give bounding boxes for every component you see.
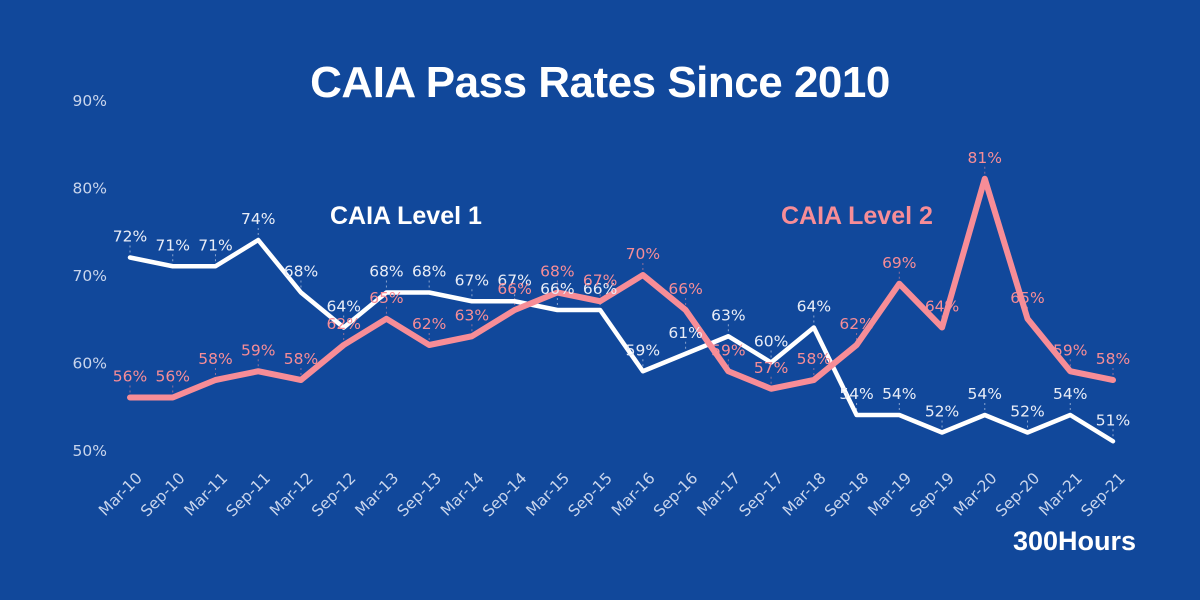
data-point-label: 71% [198,236,232,254]
data-point-label: 59% [1053,341,1087,359]
x-axis-tick-label: Mar-14 [437,469,488,520]
data-point-label: 54% [839,385,873,403]
y-axis-tick-label: 80% [73,180,107,198]
data-point-label: 68% [284,263,318,281]
leader-lines-level2 [129,165,1114,393]
data-point-label: 56% [156,368,190,386]
x-axis-tick-label: Mar-15 [523,469,574,520]
x-axis-tick-label: Mar-21 [1035,469,1086,520]
x-axis-tick-label: Mar-16 [608,469,659,520]
chart-title: CAIA Pass Rates Since 2010 [310,58,890,107]
data-point-label: 56% [113,368,147,386]
series-line-level2 [127,175,1116,401]
data-point-label: 67% [583,271,617,289]
y-axis-tick-label: 90% [73,92,107,110]
series-label-caia-level-1: CAIA Level 1 [330,202,482,230]
x-axis-tick-label: Mar-12 [266,469,317,520]
x-axis-tick-label: Mar-10 [95,469,146,520]
data-labels-level1: 72% 71% 71%74%68%64%68% 68% 67% 67% 66% 66%59%6… [113,210,1130,429]
data-point-label: 71% [156,236,190,254]
x-axis-tick-label: Sep-15 [565,469,616,520]
data-point-label: 58% [1096,350,1130,368]
x-axis-tick-label: Sep-11 [223,469,274,520]
data-point-label: 54% [968,385,1002,403]
x-axis-tick-label: Sep-16 [650,469,701,520]
y-axis-tick-label: 50% [73,442,107,460]
x-axis-tick-label: Mar-18 [779,469,830,520]
data-point-label: 63% [455,306,489,324]
data-point-label: 62% [412,315,446,333]
x-axis-tick-label: Sep-17 [736,469,787,520]
data-labels-level2: 56% 56%58% 59% 58%62%65%62% 63%66%68% 67%70%6… [113,149,1130,386]
data-point-label: 62% [839,315,873,333]
data-point-label: 66% [668,280,702,298]
data-point-label: 58% [198,350,232,368]
series-label-caia-level-2: CAIA Level 2 [781,202,933,230]
x-axis-tick-label: Sep-13 [394,469,445,520]
data-point-label: 68% [369,263,403,281]
data-point-label: 65% [1010,289,1044,307]
data-point-label: 60% [754,333,788,351]
data-point-label: 58% [284,350,318,368]
data-point-label: 52% [925,403,959,421]
y-axis-tick-label: 60% [73,355,107,373]
data-point-label: 51% [1096,411,1130,429]
data-point-label: 64% [925,298,959,316]
data-point-label: 67% [497,271,531,289]
data-point-label: 64% [797,298,831,316]
data-point-label: 70% [626,245,660,263]
data-point-label: 54% [1053,385,1087,403]
y-axis-tick-label: 70% [73,267,107,285]
data-point-label: 68% [412,263,446,281]
x-axis-tick-label: Sep-18 [821,469,872,520]
data-point-label: 54% [882,385,916,403]
x-axis-tick-label: Sep-14 [479,469,530,520]
data-point-label: 72% [113,228,147,246]
data-point-label: 63% [711,306,745,324]
data-point-label: 81% [968,149,1002,167]
data-point-label: 66% [540,280,574,298]
data-point-label: 59% [626,341,660,359]
data-point-label: 74% [241,210,275,228]
data-point-label: 66% [497,280,531,298]
data-point-label: 59% [241,341,275,359]
x-axis-tick-label: Sep-19 [907,469,958,520]
x-axis-tick-label: Mar-20 [950,469,1001,520]
data-point-label: 57% [754,359,788,377]
data-point-label: 52% [1010,403,1044,421]
watermark-300hours: 300Hours [1012,526,1136,556]
data-point-label: 69% [882,254,916,272]
data-point-label: 64% [326,298,360,316]
data-point-label: 66% [583,280,617,298]
data-point-label: 68% [540,263,574,281]
x-axis-tick-label: Sep-10 [137,469,188,520]
data-point-label: 62% [326,315,360,333]
data-point-label: 58% [797,350,831,368]
x-axis-tick-label: Mar-19 [865,469,916,520]
data-point-label: 61% [668,324,702,342]
leader-lines-level1 [129,227,1114,437]
data-point-label: 67% [455,271,489,289]
x-axis-tick-label: Sep-12 [308,469,359,520]
series-line-level1 [127,237,1116,444]
y-axis-ticks: 90% 80% 70% 60% 50% [73,92,107,460]
x-axis-tick-label: Mar-11 [181,469,232,520]
data-point-label: 65% [369,289,403,307]
x-axis-ticks: Mar-10Sep-10Mar-11Sep-11Mar-12Sep-12Mar-… [95,469,1129,520]
x-axis-tick-label: Sep-20 [992,469,1043,520]
x-axis-tick-label: Sep-21 [1078,469,1129,520]
x-axis-tick-label: Mar-13 [352,469,403,520]
data-point-label: 59% [711,341,745,359]
x-axis-tick-label: Mar-17 [694,469,745,520]
